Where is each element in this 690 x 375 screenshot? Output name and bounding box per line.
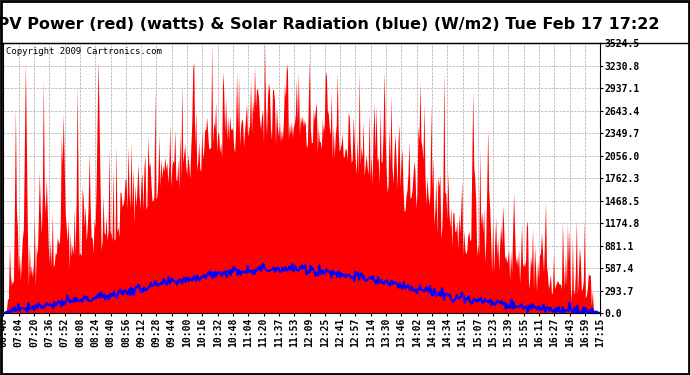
Text: Total PV Power (red) (watts) & Solar Radiation (blue) (W/m2) Tue Feb 17 17:22: Total PV Power (red) (watts) & Solar Rad… bbox=[0, 17, 660, 32]
Text: Copyright 2009 Cartronics.com: Copyright 2009 Cartronics.com bbox=[6, 47, 162, 56]
